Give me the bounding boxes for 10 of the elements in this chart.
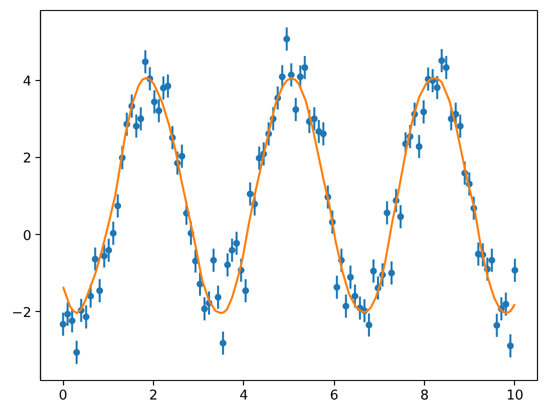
x-tick-label: 2	[149, 388, 158, 404]
x-tick-label: 8	[420, 388, 429, 404]
y-tick-label: −2	[12, 304, 32, 321]
x-tick-label: 10	[506, 388, 524, 404]
x-tick-label: 0	[58, 388, 68, 404]
y-tick-label: 0	[22, 228, 32, 244]
x-tick-label: 6	[330, 388, 338, 404]
y-tick-label: 2	[22, 150, 32, 167]
y-tick-label: 4	[22, 74, 32, 90]
x-tick-label: 4	[240, 388, 248, 404]
